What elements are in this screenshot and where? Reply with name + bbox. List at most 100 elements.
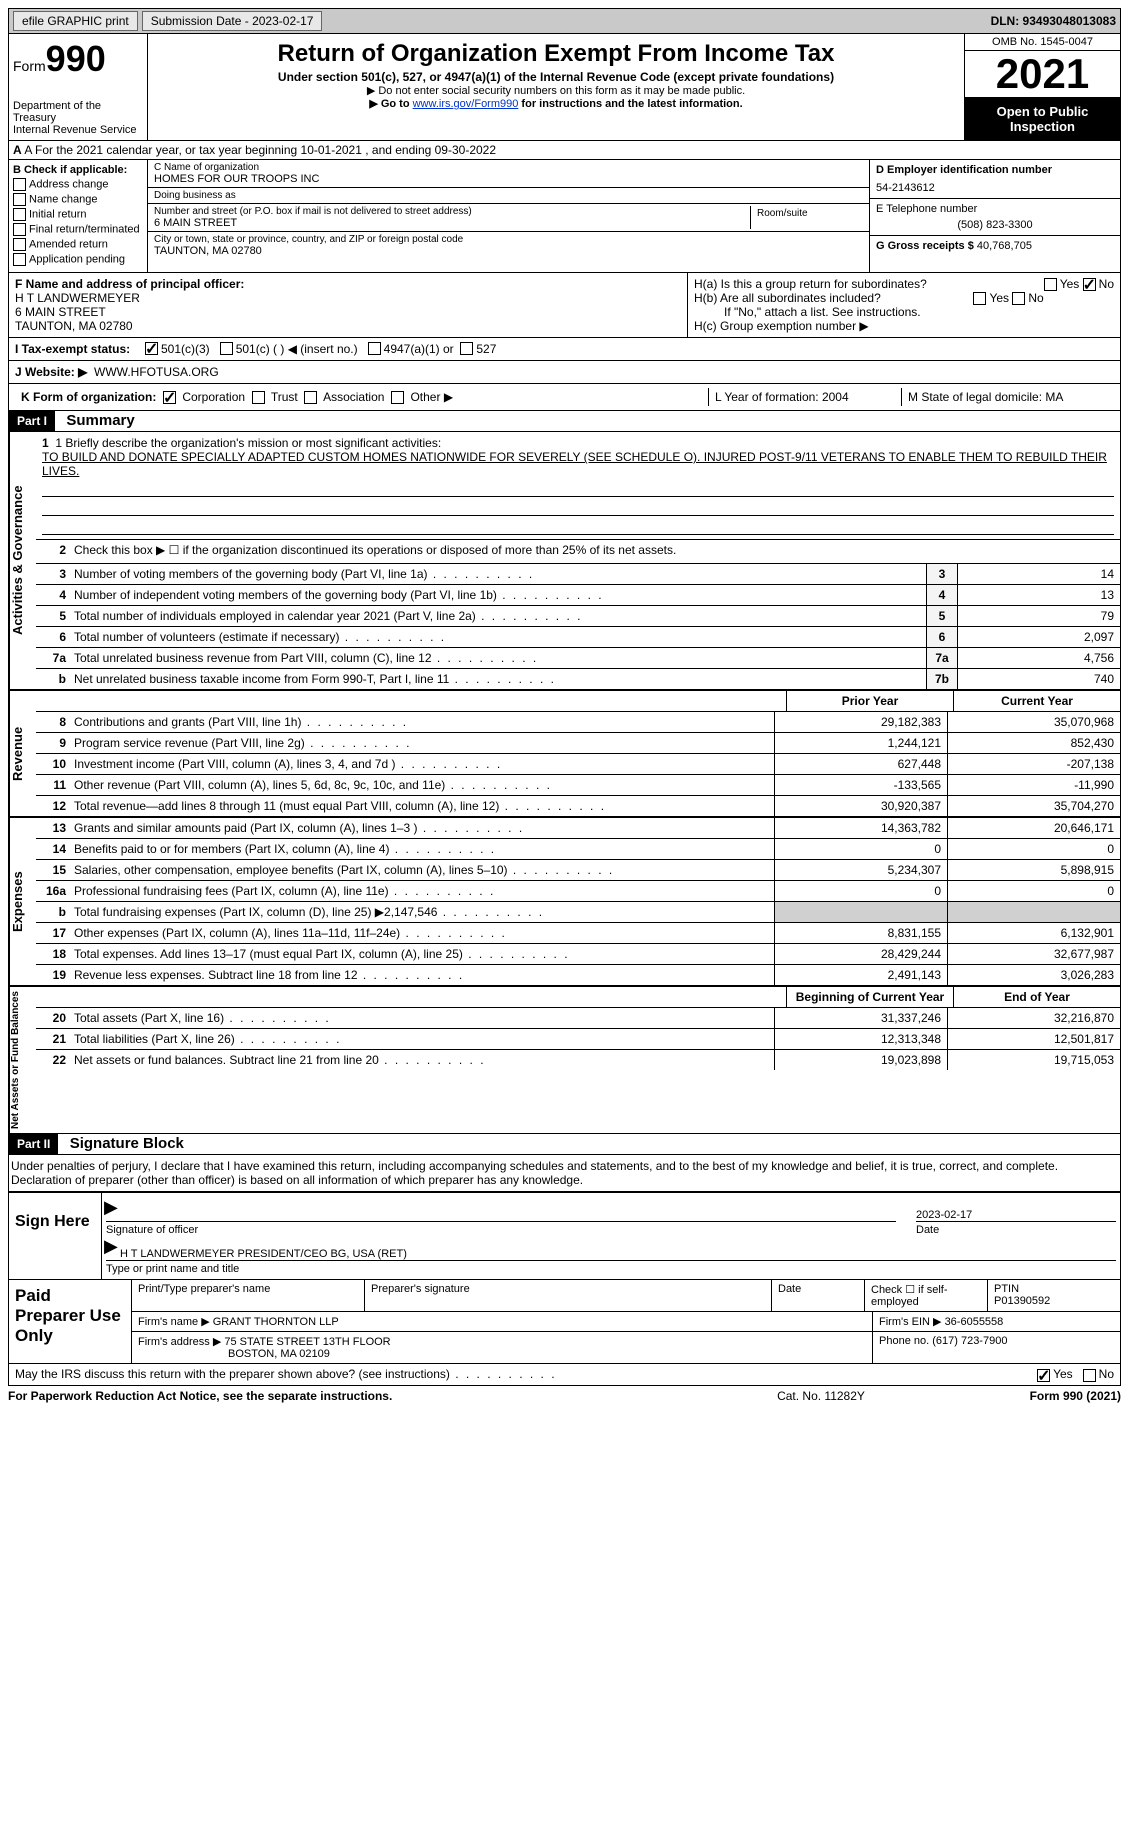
tax-year: 2021 bbox=[965, 51, 1120, 98]
public-inspection-badge: Open to Public Inspection bbox=[965, 98, 1120, 140]
phone-label: E Telephone number bbox=[876, 203, 1114, 215]
firm-phone-cell: Phone no. (617) 723-7900 bbox=[873, 1332, 1120, 1363]
4947-checkbox[interactable] bbox=[368, 342, 381, 355]
prep-sig-label: Preparer's signature bbox=[365, 1280, 772, 1311]
summary-line: 10Investment income (Part VIII, column (… bbox=[36, 754, 1120, 775]
irs-link[interactable]: www.irs.gov/Form990 bbox=[413, 98, 519, 110]
cat-number: Cat. No. 11282Y bbox=[721, 1389, 921, 1403]
sig-date-label: Date bbox=[916, 1224, 1116, 1236]
header-info-block: B Check if applicable: Address change Na… bbox=[8, 160, 1121, 273]
revenue-section: Revenue Prior Year Current Year 8Contrib… bbox=[8, 689, 1121, 816]
current-year-header: Current Year bbox=[953, 691, 1120, 711]
discuss-yes-checkbox[interactable] bbox=[1037, 1369, 1050, 1382]
part1-header-row: Part I Summary bbox=[8, 411, 1121, 432]
city-label: City or town, state or province, country… bbox=[154, 234, 863, 245]
irs-label: Internal Revenue Service bbox=[13, 124, 143, 136]
assoc-checkbox[interactable] bbox=[304, 391, 317, 404]
self-employed-label: Check ☐ if self-employed bbox=[865, 1280, 988, 1311]
exp-side-label: Expenses bbox=[9, 818, 36, 985]
officer-addr2: TAUNTON, MA 02780 bbox=[15, 319, 133, 333]
527-checkbox[interactable] bbox=[460, 342, 473, 355]
officer-signature-line[interactable]: ▶ bbox=[106, 1201, 896, 1222]
summary-line: 9Program service revenue (Part VIII, lin… bbox=[36, 733, 1120, 754]
address-change-checkbox[interactable] bbox=[13, 178, 26, 191]
org-name-label: C Name of organization bbox=[154, 162, 863, 173]
application-pending-checkbox[interactable] bbox=[13, 253, 26, 266]
ha-label: H(a) Is this a group return for subordin… bbox=[694, 277, 927, 291]
sign-here-label: Sign Here bbox=[9, 1193, 102, 1279]
name-title-label: Type or print name and title bbox=[106, 1263, 1116, 1275]
expenses-section: Expenses 13Grants and similar amounts pa… bbox=[8, 816, 1121, 985]
summary-line: 7aTotal unrelated business revenue from … bbox=[36, 648, 1120, 669]
form-header: Form990 Department of the Treasury Inter… bbox=[8, 34, 1121, 141]
prep-name-label: Print/Type preparer's name bbox=[132, 1280, 365, 1311]
discuss-no-checkbox[interactable] bbox=[1083, 1369, 1096, 1382]
summary-line: 5Total number of individuals employed in… bbox=[36, 606, 1120, 627]
final-return-checkbox[interactable] bbox=[13, 223, 26, 236]
discuss-question: May the IRS discuss this return with the… bbox=[15, 1367, 1037, 1381]
summary-line: 11Other revenue (Part VIII, column (A), … bbox=[36, 775, 1120, 796]
summary-line: 3Number of voting members of the governi… bbox=[36, 564, 1120, 585]
summary-line: 16aProfessional fundraising fees (Part I… bbox=[36, 881, 1120, 902]
end-year-header: End of Year bbox=[953, 987, 1120, 1007]
ptin-cell: PTINP01390592 bbox=[988, 1280, 1120, 1311]
summary-line: bNet unrelated business taxable income f… bbox=[36, 669, 1120, 689]
ein-value: 54-2143612 bbox=[876, 182, 1114, 194]
line-a-tax-year: A A For the 2021 calendar year, or tax y… bbox=[8, 141, 1121, 160]
hc-label: H(c) Group exemption number ▶ bbox=[694, 319, 1114, 333]
form-number: Form990 bbox=[13, 38, 143, 80]
sig-officer-label: Signature of officer bbox=[106, 1224, 896, 1236]
amended-return-checkbox[interactable] bbox=[13, 238, 26, 251]
501c3-checkbox[interactable] bbox=[145, 342, 158, 355]
form-ref: Form 990 (2021) bbox=[921, 1389, 1121, 1403]
efile-print-button[interactable]: efile GRAPHIC print bbox=[13, 11, 138, 31]
firm-ein-cell: Firm's EIN ▶ 36-6055558 bbox=[873, 1312, 1120, 1331]
part2-badge: Part II bbox=[9, 1134, 58, 1154]
activities-governance-section: Activities & Governance 1 1 Briefly desc… bbox=[8, 432, 1121, 689]
col-b-label: B Check if applicable: bbox=[13, 164, 127, 176]
form-title: Return of Organization Exempt From Incom… bbox=[156, 40, 956, 68]
ag-side-label: Activities & Governance bbox=[9, 432, 36, 689]
summary-line: 20Total assets (Part X, line 16)31,337,2… bbox=[36, 1008, 1120, 1029]
hb-label: H(b) Are all subordinates included? bbox=[694, 291, 881, 305]
summary-line: bTotal fundraising expenses (Part IX, co… bbox=[36, 902, 1120, 923]
part1-title: Summary bbox=[58, 412, 134, 429]
tax-status-row: I Tax-exempt status: 501(c)(3) 501(c) ( … bbox=[8, 338, 1121, 361]
officer-name-line: ▶H T LANDWERMEYER PRESIDENT/CEO BG, USA … bbox=[106, 1240, 1116, 1261]
ha-no-checkbox[interactable] bbox=[1083, 278, 1096, 291]
room-suite-label: Room/suite bbox=[751, 206, 863, 229]
gross-receipts-label: G Gross receipts $ bbox=[876, 240, 974, 252]
hb-yes-checkbox[interactable] bbox=[973, 292, 986, 305]
officer-addr1: 6 MAIN STREET bbox=[15, 305, 106, 319]
signature-block: Sign Here ▶ Signature of officer 2023-02… bbox=[8, 1191, 1121, 1280]
org-name: HOMES FOR OUR TROOPS INC bbox=[154, 173, 863, 185]
trust-checkbox[interactable] bbox=[252, 391, 265, 404]
other-checkbox[interactable] bbox=[391, 391, 404, 404]
corp-checkbox[interactable] bbox=[163, 391, 176, 404]
top-bar: efile GRAPHIC print Submission Date - 20… bbox=[8, 8, 1121, 34]
summary-line: 6Total number of volunteers (estimate if… bbox=[36, 627, 1120, 648]
summary-line: 18Total expenses. Add lines 13–17 (must … bbox=[36, 944, 1120, 965]
summary-line: 2Check this box ▶ ☐ if the organization … bbox=[36, 540, 1120, 564]
form-subtitle: Under section 501(c), 527, or 4947(a)(1)… bbox=[156, 70, 956, 84]
ha-yes-checkbox[interactable] bbox=[1044, 278, 1057, 291]
501c-checkbox[interactable] bbox=[220, 342, 233, 355]
officer-group-block: F Name and address of principal officer:… bbox=[8, 273, 1121, 338]
phone-value: (508) 823-3300 bbox=[876, 219, 1114, 231]
year-formation: L Year of formation: 2004 bbox=[708, 388, 901, 406]
summary-line: 22Net assets or fund balances. Subtract … bbox=[36, 1050, 1120, 1070]
summary-line: 19Revenue less expenses. Subtract line 1… bbox=[36, 965, 1120, 985]
hb-no-checkbox[interactable] bbox=[1012, 292, 1025, 305]
name-change-checkbox[interactable] bbox=[13, 193, 26, 206]
submission-date-button[interactable]: Submission Date - 2023-02-17 bbox=[142, 11, 323, 31]
mission-text: TO BUILD AND DONATE SPECIALLY ADAPTED CU… bbox=[42, 450, 1114, 478]
page-footer: For Paperwork Reduction Act Notice, see … bbox=[8, 1386, 1121, 1406]
mission-question: 1 1 Briefly describe the organization's … bbox=[42, 436, 1114, 450]
firm-addr-cell: Firm's address ▶ 75 STATE STREET 13TH FL… bbox=[132, 1332, 873, 1363]
mission-blank-line bbox=[42, 518, 1114, 535]
officer-name: H T LANDWERMEYER bbox=[15, 291, 140, 305]
prep-date-label: Date bbox=[772, 1280, 865, 1311]
summary-line: 12Total revenue—add lines 8 through 11 (… bbox=[36, 796, 1120, 816]
initial-return-checkbox[interactable] bbox=[13, 208, 26, 221]
dln-label: DLN: 93493048013083 bbox=[991, 14, 1116, 28]
